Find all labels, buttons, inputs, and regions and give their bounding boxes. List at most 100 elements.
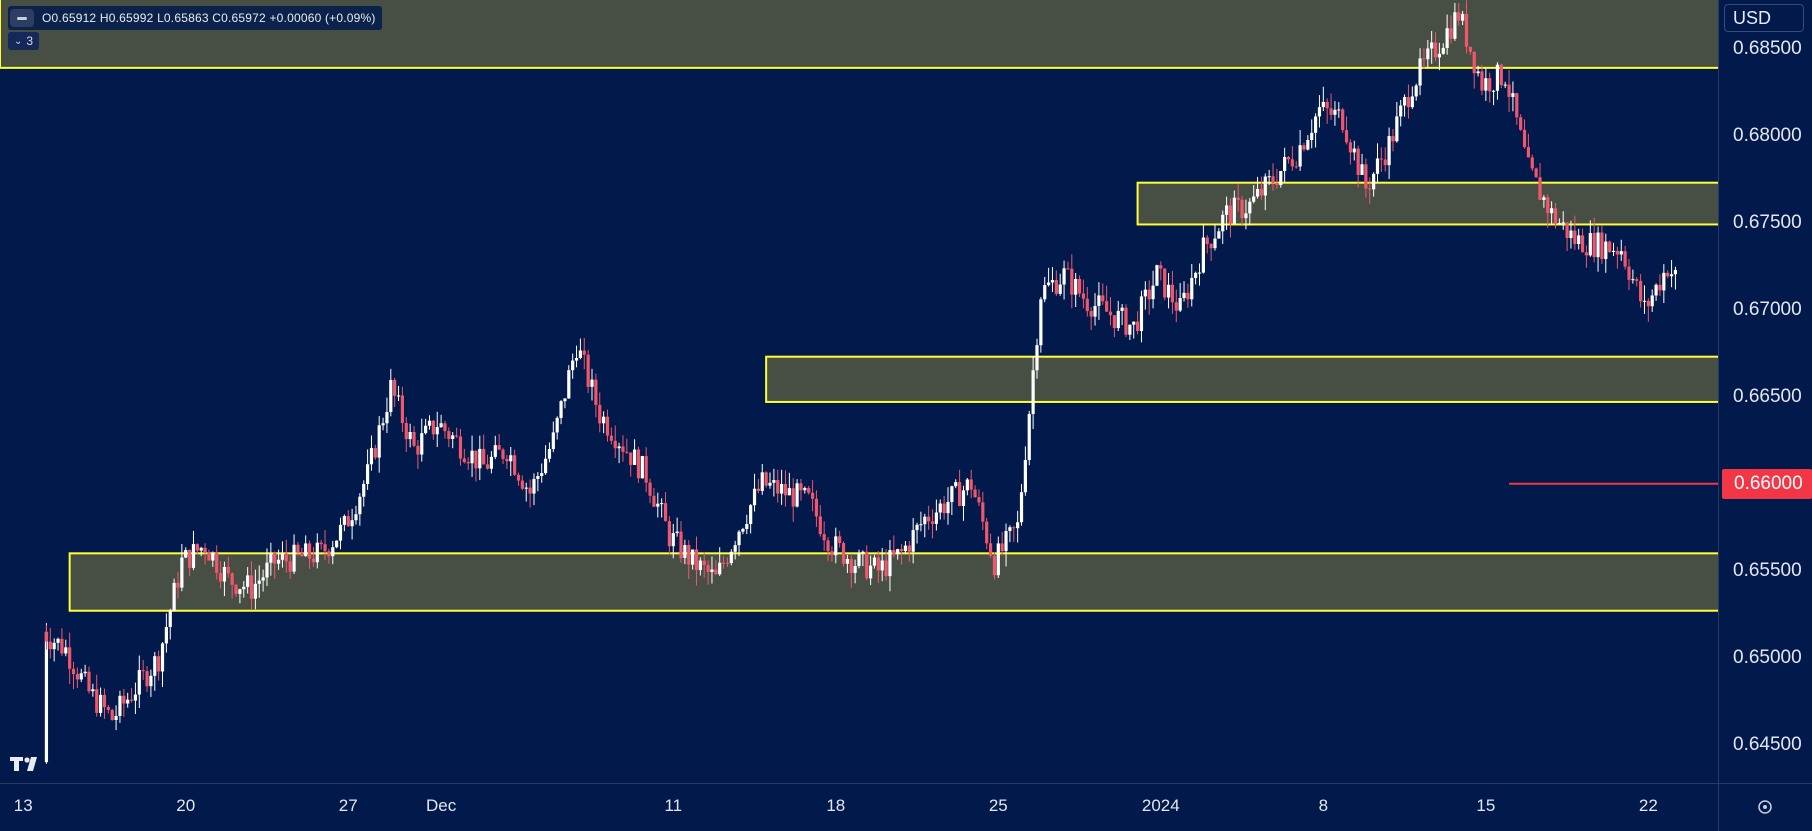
candle[interactable] [1399,100,1403,127]
candle[interactable] [64,639,68,657]
candle[interactable] [195,543,199,555]
candle[interactable] [1190,263,1194,307]
candle[interactable] [1364,158,1368,198]
candle[interactable] [474,450,478,482]
candle[interactable] [532,473,536,506]
candle[interactable] [1646,298,1650,322]
candle[interactable] [718,547,722,577]
candle[interactable] [1255,176,1260,199]
candle[interactable] [644,447,648,493]
candle[interactable] [1642,285,1647,314]
candle[interactable] [1286,155,1291,164]
candle[interactable] [1522,119,1527,149]
tradingview-logo-icon[interactable] [10,754,44,772]
candle[interactable] [950,485,954,516]
candle[interactable] [153,652,157,691]
candle[interactable] [1596,226,1600,272]
candle[interactable] [79,668,83,683]
candle[interactable] [114,705,118,731]
candle[interactable] [400,386,405,432]
currency-button[interactable]: USD [1724,4,1804,32]
candle[interactable] [934,499,938,531]
candle[interactable] [249,561,254,610]
candle[interactable] [369,435,374,471]
candle[interactable] [60,628,64,656]
candle[interactable] [1639,273,1643,308]
candle[interactable] [574,345,579,368]
candle[interactable] [1070,254,1074,309]
candle[interactable] [965,477,969,496]
candle[interactable] [1344,116,1349,145]
candle[interactable] [930,509,935,539]
candle[interactable] [1623,245,1627,270]
candle[interactable] [1414,83,1418,101]
candle[interactable] [1093,293,1097,326]
supply-demand-zone[interactable] [765,355,1718,403]
candle[interactable] [56,637,60,651]
candle[interactable] [555,416,559,440]
candle[interactable] [176,571,180,599]
candle[interactable] [1654,283,1658,301]
candle[interactable] [451,432,455,449]
candle[interactable] [458,428,463,466]
candle[interactable] [749,503,753,534]
candle[interactable] [1089,306,1093,331]
candle[interactable] [1085,286,1089,317]
candle[interactable] [830,546,834,562]
candle[interactable] [1151,270,1155,309]
candle[interactable] [567,365,571,399]
candle[interactable] [1503,81,1507,89]
candle[interactable] [71,661,76,690]
candle[interactable] [454,427,459,438]
candle[interactable] [888,540,892,592]
candle[interactable] [849,555,853,588]
candle[interactable] [1538,162,1542,200]
candle[interactable] [1557,218,1561,225]
candle[interactable] [218,561,223,589]
candle[interactable] [1252,185,1256,204]
candle[interactable] [83,664,87,677]
candle[interactable] [149,669,153,697]
candle[interactable] [273,551,277,579]
candle[interactable] [551,421,555,453]
candle[interactable] [961,485,966,521]
candle[interactable] [1337,102,1341,118]
candle[interactable] [1553,202,1558,229]
candle[interactable] [389,368,393,417]
candle[interactable] [710,556,714,584]
candle[interactable] [954,479,958,489]
candle[interactable] [1615,246,1619,269]
candle[interactable] [501,447,505,465]
candle[interactable] [1116,300,1120,332]
candle[interactable] [1619,239,1623,261]
candle[interactable] [1507,69,1511,112]
candle[interactable] [1368,177,1372,204]
candle[interactable] [269,542,273,576]
candle[interactable] [1546,194,1550,228]
candle[interactable] [1194,271,1198,285]
candle[interactable] [1387,127,1391,180]
candle[interactable] [466,457,470,471]
candle[interactable] [1372,172,1376,197]
candle[interactable] [1081,279,1086,309]
candle[interactable] [1182,281,1186,302]
candle[interactable] [75,667,79,689]
candle[interactable] [996,536,1000,578]
candle[interactable] [118,690,122,723]
candle[interactable] [373,444,377,460]
candle[interactable] [342,514,346,532]
candle[interactable] [126,692,130,708]
candle[interactable] [1673,266,1678,290]
candle[interactable] [1573,215,1577,250]
settings-icon[interactable] [1756,798,1774,816]
candle[interactable] [818,504,822,537]
candle[interactable] [1441,43,1445,55]
candle[interactable] [733,540,737,560]
candle[interactable] [629,452,633,477]
candle[interactable] [907,540,911,562]
candle[interactable] [1120,304,1124,326]
candle[interactable] [1418,48,1422,96]
candle[interactable] [1325,98,1329,124]
candle[interactable] [292,534,296,575]
candle[interactable] [1008,525,1012,543]
